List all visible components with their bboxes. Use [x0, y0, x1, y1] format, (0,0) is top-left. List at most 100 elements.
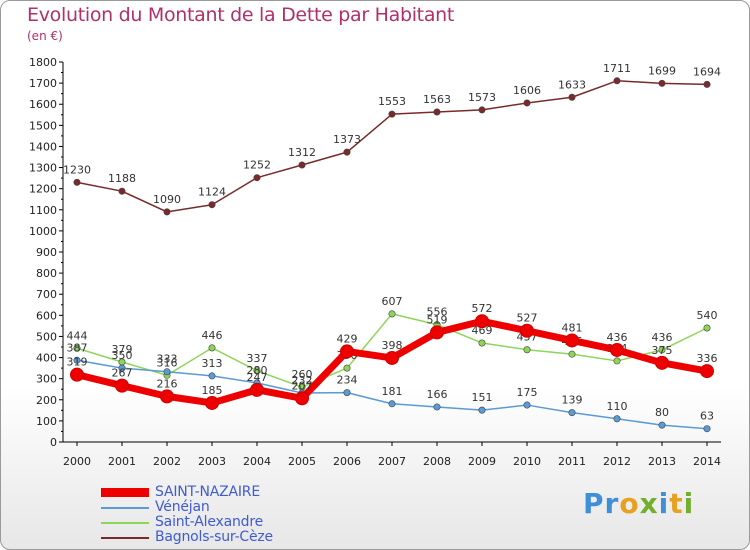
x-tick-label: 2013 [648, 455, 676, 468]
data-label: 379 [112, 343, 133, 356]
data-point [343, 389, 351, 397]
data-point [703, 80, 711, 88]
data-label: 1252 [243, 159, 271, 172]
legend-swatch-bagnols-sur-ceze [101, 537, 149, 539]
data-point [388, 110, 396, 118]
data-point [433, 108, 441, 116]
data-label: 319 [67, 356, 88, 369]
y-tick-label: 300 [36, 373, 57, 386]
y-tick-label: 1000 [29, 225, 57, 238]
data-point [523, 99, 531, 107]
data-point [523, 401, 531, 409]
y-tick-label: 1200 [29, 183, 57, 196]
data-point [658, 346, 666, 354]
x-tick-label: 2009 [468, 455, 496, 468]
data-label: 280 [247, 364, 268, 377]
data-label: 333 [157, 353, 178, 366]
legend-label-saint-nazaire: SAINT-NAZAIRE [155, 484, 260, 500]
data-point [70, 367, 84, 382]
y-tick-label: 0 [50, 436, 57, 449]
x-tick-label: 2004 [243, 455, 271, 468]
data-point [478, 406, 486, 414]
data-point [115, 378, 129, 393]
data-point [475, 314, 489, 329]
data-point [430, 325, 444, 340]
data-label: 398 [382, 339, 403, 352]
data-point [343, 364, 351, 372]
data-label: 1124 [198, 186, 226, 199]
data-point [658, 79, 666, 87]
data-label: 247 [247, 371, 268, 384]
brand-logo: Proxiti [583, 487, 695, 520]
data-point [340, 344, 354, 359]
data-point [253, 367, 261, 375]
data-label: 607 [382, 295, 403, 308]
chart-title: Evolution du Montant de la Dette par Hab… [27, 4, 455, 26]
data-point [250, 382, 264, 397]
data-point [703, 324, 711, 332]
data-point [205, 395, 219, 410]
data-label: 350 [112, 349, 133, 362]
data-point [73, 178, 81, 186]
data-point [163, 368, 171, 376]
data-label: 336 [697, 352, 718, 365]
data-label: 540 [697, 309, 718, 322]
data-point [478, 339, 486, 347]
data-label: 519 [427, 313, 448, 326]
y-tick-label: 1600 [29, 98, 57, 111]
legend-item-saint-nazaire: SAINT-NAZAIRE [101, 484, 361, 500]
legend-item-venejan: Vénéjan [101, 499, 361, 515]
data-point [613, 415, 621, 423]
data-label: 232 [292, 374, 313, 387]
legend-label-venejan: Vénéjan [155, 499, 210, 515]
y-tick-label: 800 [36, 267, 57, 280]
y-tick-label: 700 [36, 288, 57, 301]
x-tick-label: 2003 [198, 455, 226, 468]
y-tick-label: 1400 [29, 140, 57, 153]
x-tick-label: 2014 [693, 455, 721, 468]
data-point [613, 77, 621, 85]
legend: SAINT-NAZAIRE Vénéjan Saint-Alexandre Ba… [101, 484, 361, 545]
data-label: 444 [67, 329, 88, 342]
data-label: 181 [382, 385, 403, 398]
data-point [478, 106, 486, 114]
legend-swatch-saint-nazaire [101, 488, 149, 497]
data-point [703, 425, 711, 433]
data-label: 375 [652, 344, 673, 357]
legend-label-bagnols-sur-ceze: Bagnols-sur-Cèze [155, 529, 273, 545]
data-label: 1373 [333, 133, 361, 146]
legend-item-saint-alexandre: Saint-Alexandre [101, 514, 361, 530]
data-point [700, 364, 714, 379]
chart-unit: (en €) [27, 29, 63, 43]
x-tick-label: 2006 [333, 455, 361, 468]
data-label: 260 [292, 368, 313, 381]
y-tick-label: 200 [36, 394, 57, 407]
data-label: 1553 [378, 95, 406, 108]
data-point [118, 187, 126, 195]
data-point [568, 409, 576, 417]
data-label: 436 [652, 331, 673, 344]
data-point [118, 364, 126, 372]
y-tick-label: 1800 [29, 56, 57, 69]
data-label: 387 [67, 341, 88, 354]
data-label: 1573 [468, 91, 496, 104]
data-label: 313 [202, 357, 223, 370]
data-point [208, 201, 216, 209]
data-label: 151 [472, 391, 493, 404]
data-point [73, 356, 81, 364]
y-tick-label: 100 [36, 415, 57, 428]
data-label: 175 [517, 386, 538, 399]
data-label: 481 [562, 321, 583, 334]
legend-item-bagnols-sur-ceze: Bagnols-sur-Cèze [101, 529, 361, 545]
x-tick-label: 2008 [423, 455, 451, 468]
data-point [343, 148, 351, 156]
data-label: 1312 [288, 146, 316, 159]
data-point [73, 344, 81, 352]
x-tick-label: 2000 [63, 455, 91, 468]
x-tick-label: 2001 [108, 455, 136, 468]
data-point [613, 357, 621, 365]
data-point [568, 350, 576, 358]
data-point [565, 333, 579, 348]
